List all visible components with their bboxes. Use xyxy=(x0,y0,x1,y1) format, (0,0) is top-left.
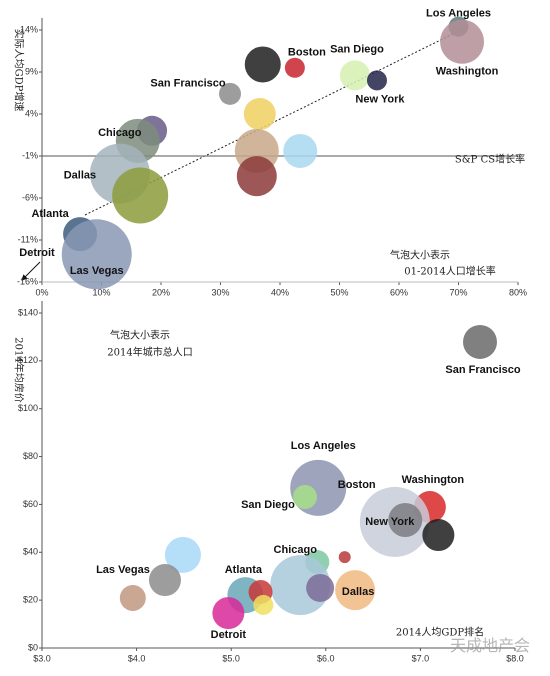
y-axis-label: 2014年均房价 xyxy=(13,337,26,402)
x-tick-label: $8.0 xyxy=(506,653,524,663)
y-tick-label: 4% xyxy=(25,108,38,118)
detroit-arrow xyxy=(21,261,41,281)
bubble xyxy=(306,573,335,602)
annotation: 2014年城市总人口 xyxy=(107,346,192,359)
bubble xyxy=(219,82,242,105)
y-tick-label: 14% xyxy=(20,24,38,34)
x-tick-label: $6.0 xyxy=(317,653,335,663)
x-tick-label: 10% xyxy=(92,287,110,297)
bubble xyxy=(388,502,423,537)
x-tick-label: 80% xyxy=(509,287,527,297)
bubble xyxy=(335,570,376,611)
bubble-label: San Francisco xyxy=(150,78,225,90)
bubble-label: San Diego xyxy=(330,43,384,55)
bubble-label: New York xyxy=(365,516,415,528)
y-tick-label: $40 xyxy=(23,547,38,557)
bubble-label: New York xyxy=(355,93,405,105)
bubble xyxy=(61,219,132,290)
bubble xyxy=(119,584,146,611)
bubble xyxy=(164,536,201,573)
bubble xyxy=(338,551,351,564)
x-tick-label: 40% xyxy=(271,287,289,297)
bubble-label: Detroit xyxy=(211,629,247,641)
bubble xyxy=(284,57,305,78)
watermark: 天成地产会 xyxy=(450,637,530,655)
x-tick-label: $4.0 xyxy=(128,653,146,663)
y-tick-label: $120 xyxy=(18,355,38,365)
bubble xyxy=(422,519,455,552)
y-tick-label: $80 xyxy=(23,451,38,461)
y-tick-label: -1% xyxy=(22,150,38,160)
bubble-label: Dallas xyxy=(342,586,374,598)
y-tick-label: -16% xyxy=(17,276,38,286)
bubble-label: Las Vegas xyxy=(96,564,150,576)
bubble-label: Chicago xyxy=(274,544,318,556)
bubble-label: San Diego xyxy=(241,499,295,511)
y-tick-label: $140 xyxy=(18,307,38,317)
y-tick-label: -11% xyxy=(18,234,38,244)
bubble-label: Atlanta xyxy=(225,564,263,576)
bubble xyxy=(366,70,387,91)
bubble-label: Boston xyxy=(338,479,376,491)
annotation: 气泡大小表示 xyxy=(110,329,170,342)
bubble xyxy=(253,594,274,615)
y-tick-label: 9% xyxy=(25,66,38,76)
bubble xyxy=(283,133,318,168)
x-tick-label: 0% xyxy=(35,287,48,297)
x-tick-label: $7.0 xyxy=(412,653,430,663)
bubble-label: Las Vegas xyxy=(70,265,124,277)
x-tick-label: 70% xyxy=(449,287,467,297)
x-tick-label: 60% xyxy=(390,287,408,297)
x-tick-label: 30% xyxy=(211,287,229,297)
bubble xyxy=(148,564,181,597)
bubble xyxy=(462,324,497,359)
bubble xyxy=(243,98,276,130)
y-tick-label: $0 xyxy=(28,642,38,652)
bubble xyxy=(236,156,277,197)
x-axis-label: 2014人均GDP排名 xyxy=(396,626,484,639)
annotation: 气泡大小表示 xyxy=(390,249,450,262)
bubble xyxy=(212,597,245,630)
bubble xyxy=(244,46,281,83)
bubble-label: Washington xyxy=(402,474,465,486)
x-tick-label: $3.0 xyxy=(33,653,51,663)
y-axis-label: 实际人均GDP增速 xyxy=(13,29,26,112)
x-tick-label: $5.0 xyxy=(222,653,240,663)
bubble-label: Washington xyxy=(436,66,499,78)
arrow-label: Detroit xyxy=(19,247,55,259)
y-tick-label: $20 xyxy=(23,595,38,605)
x-axis-label: S&P CS增长率 xyxy=(455,153,525,166)
bubble-label: Los Angeles xyxy=(426,8,491,20)
annotation: 01-2014人口增长率 xyxy=(404,265,496,278)
y-tick-label: $100 xyxy=(18,403,38,413)
bubble xyxy=(112,167,169,224)
bubble-label: Chicago xyxy=(98,127,142,139)
bubble-label: Boston xyxy=(288,47,326,59)
bubble-label: Atlanta xyxy=(31,208,69,220)
bubble xyxy=(292,485,317,510)
x-tick-label: 20% xyxy=(152,287,170,297)
bubble xyxy=(339,60,370,91)
trend-line xyxy=(84,27,466,216)
bubble xyxy=(440,19,485,64)
bubble-label: Los Angeles xyxy=(291,440,356,452)
x-tick-label: 50% xyxy=(330,287,348,297)
bubble-label: San Francisco xyxy=(445,364,520,376)
y-tick-label: $60 xyxy=(23,499,38,509)
y-tick-label: -6% xyxy=(22,192,38,202)
bubble-label: Dallas xyxy=(64,170,96,182)
